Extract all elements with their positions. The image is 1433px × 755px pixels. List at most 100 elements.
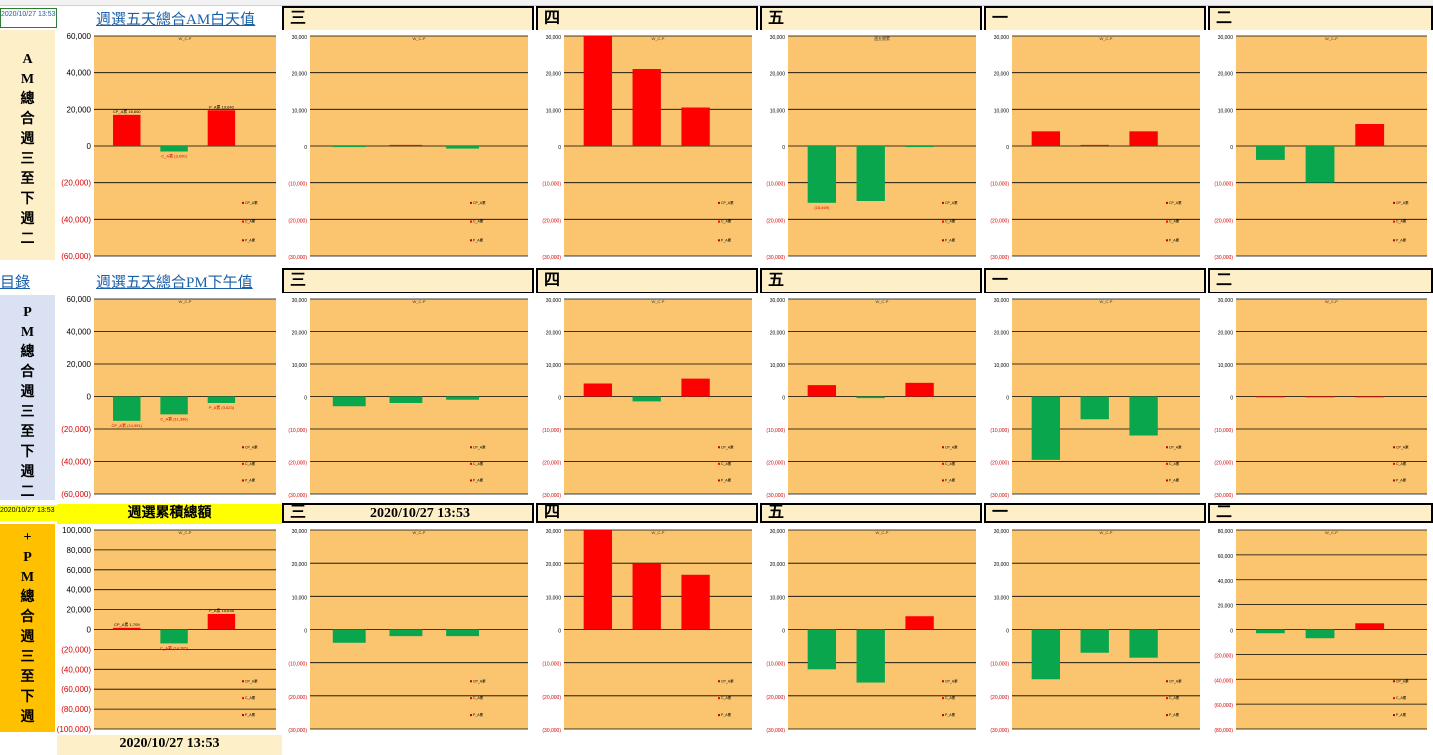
chart-title: W_C-P [1325, 530, 1338, 535]
y-tick-label: 30,000 [292, 35, 308, 41]
bar [681, 378, 710, 397]
y-tick-label: (30,000) [1214, 255, 1233, 261]
y-tick-label: 0 [87, 393, 92, 402]
side-char: 下 [20, 445, 35, 460]
bar [1080, 396, 1109, 420]
y-tick-label: (60,000) [61, 490, 91, 499]
y-tick-label: (30,000) [990, 493, 1009, 499]
legend-marker [1166, 462, 1168, 465]
y-tick-label: (10,000) [542, 428, 561, 434]
legend-entry: CP_A累 [1396, 200, 1409, 205]
bar [332, 146, 366, 148]
legend-entry: C_A累 [1396, 219, 1407, 224]
y-tick-label: 20,000 [770, 562, 786, 568]
bar [1080, 629, 1109, 653]
y-tick-label: 10,000 [546, 595, 562, 601]
bar [1255, 629, 1285, 634]
day-header: 三 [282, 268, 534, 294]
y-tick-label: 20,000 [292, 562, 308, 568]
y-tick-label: 20,000 [292, 72, 308, 78]
legend-marker [942, 697, 944, 700]
legend-marker [242, 479, 244, 482]
y-tick-label: 20,000 [770, 72, 786, 78]
legend-entry: C_A累 [1169, 695, 1180, 700]
side-char: 週 [20, 710, 35, 725]
y-tick-label: 20,000 [770, 331, 786, 337]
y-tick-label: 10,000 [770, 108, 786, 114]
legend-marker [470, 220, 472, 223]
side-char: 總 [20, 590, 35, 605]
day-header: 二 [1208, 6, 1433, 32]
y-tick-label: 10,000 [994, 108, 1010, 114]
bar-chart: 30,000 20,000 10,000 0 (10,000) (20,000) (30,0… [1208, 30, 1433, 262]
y-tick-label: 20,000 [546, 331, 562, 337]
bar [632, 396, 661, 402]
y-tick-label: (30,000) [766, 493, 785, 499]
legend-marker [942, 462, 944, 465]
y-tick-label: (10,000) [990, 428, 1009, 434]
row3-side-label: + P M 總合週三至下週 [0, 524, 55, 732]
legend-marker [942, 239, 944, 242]
y-tick-label: (10,000) [288, 428, 307, 434]
side-char: 下 [20, 690, 35, 705]
legend-entry: CP_A累 [1169, 200, 1182, 205]
bar-chart: 30,000 20,000 10,000 0 (10,000) (20,000) (30,0… [536, 293, 758, 500]
bar [1305, 629, 1335, 639]
y-tick-label: (10,000) [990, 662, 1009, 668]
bar [856, 146, 885, 201]
legend-entry: P_A累 [721, 237, 732, 242]
legend-entry: P_A累 [473, 237, 484, 242]
legend-entry: CP_A累 [473, 200, 486, 205]
y-tick-label: 20,000 [1218, 331, 1234, 337]
y-tick-label: (100,000) [57, 725, 92, 734]
row2-title-link[interactable]: 週選五天總合PM下午值 [96, 275, 253, 291]
chart-title: 週五總累 [874, 35, 890, 41]
bar [856, 629, 885, 683]
y-tick-label: 0 [87, 626, 92, 635]
legend-entry: CP_A累 [945, 200, 958, 205]
y-tick-label: 10,000 [770, 363, 786, 369]
day-header: 一 [984, 6, 1206, 32]
side-char: 三 [20, 152, 35, 167]
bar-chart: 30,000 20,000 10,000 0 (10,000) (20,000) (30,0… [282, 293, 534, 500]
y-tick-label: (20,000) [288, 218, 307, 224]
chart-title: W_C-P [876, 530, 889, 535]
legend-marker [1393, 479, 1395, 482]
side-char: M [20, 72, 35, 87]
y-tick-label: (30,000) [288, 493, 307, 499]
y-tick-label: (10,000) [1214, 428, 1233, 434]
legend-marker [1166, 714, 1168, 717]
y-tick-label: 20,000 [1218, 604, 1234, 610]
day-header: 五 [760, 268, 982, 294]
y-tick-label: (30,000) [542, 728, 561, 734]
legend-entry: P_A累 [1169, 477, 1180, 482]
legend-entry: P_A累 [245, 712, 256, 717]
legend-entry: C_A累 [1396, 695, 1407, 700]
data-label: CP_A累 1,709 [114, 621, 140, 627]
legend-entry: C_A累 [473, 219, 484, 224]
legend-marker [718, 680, 720, 683]
legend-entry: P_A累 [721, 477, 732, 482]
side-char: 週 [20, 630, 35, 645]
y-tick-label: 40,000 [67, 586, 92, 595]
y-tick-label: 0 [1230, 629, 1233, 635]
bar [681, 574, 710, 630]
y-tick-label: 30,000 [770, 529, 786, 535]
bar [113, 396, 141, 421]
side-char: M [20, 570, 35, 585]
data-label: C_A累 (11,396) [160, 415, 188, 421]
chart-title: W_C-P [413, 299, 426, 304]
bar-chart: 30,000 20,000 10,000 0 (10,000) (20,000) (30,0… [760, 293, 982, 500]
toc-link[interactable]: 目錄 [0, 275, 31, 291]
y-tick-label: (80,000) [1214, 728, 1233, 734]
y-tick-label: (10,000) [288, 662, 307, 668]
legend-marker [470, 697, 472, 700]
row1-title-link[interactable]: 週選五天總合AM白天值 [96, 12, 256, 28]
legend-entry: C_A累 [473, 695, 484, 700]
chart-title: W_C-P [876, 299, 889, 304]
y-tick-label: 20,000 [546, 562, 562, 568]
chart-title: W_C-P [1100, 36, 1113, 41]
legend-marker [1393, 680, 1395, 683]
y-tick-label: 0 [87, 142, 92, 151]
y-tick-label: (30,000) [990, 728, 1009, 734]
